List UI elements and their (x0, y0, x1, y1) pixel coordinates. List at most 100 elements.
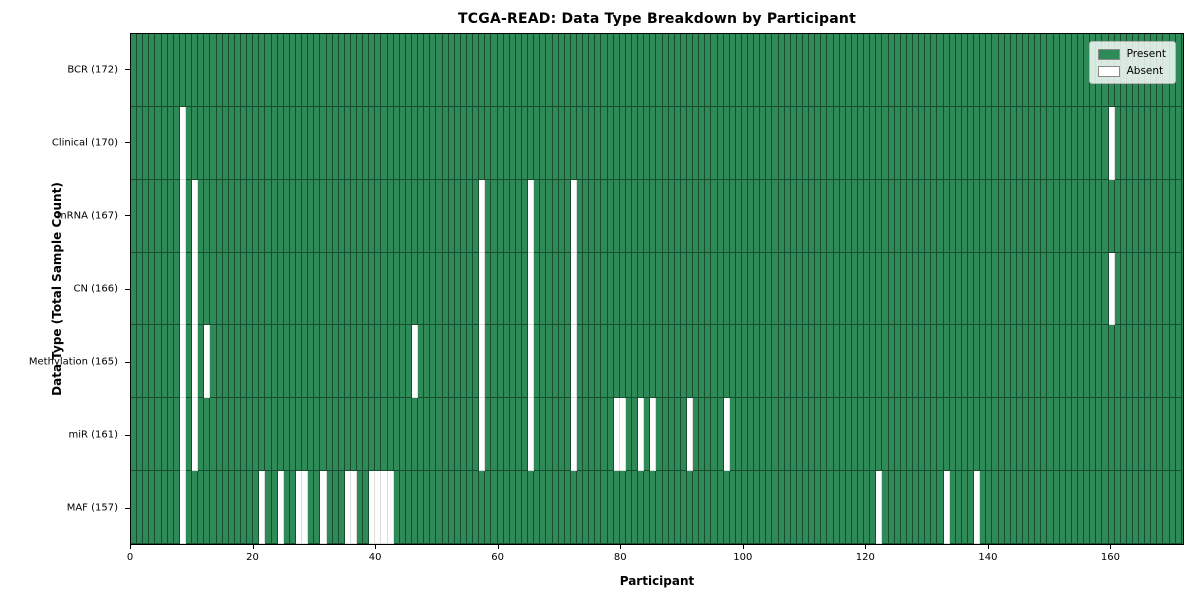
heatmap-column (1029, 34, 1036, 545)
heatmap-cell (815, 325, 822, 399)
heatmap-cell (198, 34, 205, 107)
heatmap-cell (601, 34, 608, 107)
heatmap-cell (741, 325, 749, 399)
heatmap-cell (631, 471, 639, 545)
heatmap-column (454, 34, 461, 545)
heatmap-cell (473, 106, 480, 180)
heatmap-cell (442, 325, 449, 399)
heatmap-column (925, 34, 932, 545)
heatmap-cell (754, 106, 761, 180)
heatmap-column (448, 34, 455, 545)
heatmap-cell (998, 106, 1005, 180)
heatmap-column (204, 34, 211, 545)
heatmap-column (766, 34, 773, 545)
heatmap-cell (943, 179, 950, 253)
heatmap-cell (418, 34, 425, 107)
heatmap-column (723, 34, 730, 545)
heatmap-cell (900, 179, 907, 253)
heatmap-cell (772, 252, 779, 326)
heatmap-cell (998, 325, 1005, 399)
heatmap-cell (1041, 325, 1048, 399)
heatmap-cell (833, 398, 840, 472)
heatmap-cell (192, 179, 199, 253)
heatmap-cell (473, 252, 480, 326)
heatmap-cell (558, 179, 565, 253)
heatmap-cell (357, 106, 364, 180)
heatmap-cell (204, 325, 211, 399)
heatmap-cell (350, 179, 358, 253)
heatmap-column (729, 34, 736, 545)
heatmap-cell (1145, 106, 1152, 180)
heatmap-cell (302, 398, 309, 472)
heatmap-cell (173, 252, 180, 326)
heatmap-column (717, 34, 724, 545)
heatmap-cell (888, 34, 895, 107)
heatmap-cell (741, 106, 749, 180)
heatmap-cell (332, 471, 339, 545)
heatmap-cell (1132, 252, 1140, 326)
heatmap-cell (253, 179, 260, 253)
heatmap-cell (350, 34, 358, 107)
heatmap-cell (277, 398, 284, 472)
heatmap-cell (858, 325, 865, 399)
heatmap-cell (332, 325, 339, 399)
heatmap-cell (674, 106, 681, 180)
heatmap-cell (986, 398, 993, 472)
heatmap-cell (699, 398, 706, 472)
heatmap-cell (240, 471, 248, 545)
heatmap-cell (650, 398, 657, 472)
heatmap-cell (234, 398, 241, 472)
heatmap-cell (1065, 34, 1072, 107)
heatmap-cell (240, 106, 248, 180)
heatmap-cell (650, 471, 657, 545)
heatmap-cell (479, 252, 486, 326)
heatmap-cell (839, 106, 846, 180)
heatmap-cell (1114, 252, 1121, 326)
heatmap-cell (576, 471, 584, 545)
heatmap-cell (644, 325, 651, 399)
heatmap-cell (1157, 106, 1164, 180)
heatmap-cell (314, 179, 321, 253)
heatmap-cell (515, 471, 522, 545)
legend: Present Absent (1088, 41, 1176, 84)
heatmap-cell (1157, 471, 1164, 545)
heatmap-cell (564, 34, 571, 107)
heatmap-cell (173, 106, 180, 180)
heatmap-cell (210, 106, 217, 180)
heatmap-cell (357, 471, 364, 545)
heatmap-column (1022, 34, 1030, 545)
heatmap-cell (558, 325, 565, 399)
heatmap-column (961, 34, 968, 545)
heatmap-cell (955, 471, 962, 545)
heatmap-column (283, 34, 290, 545)
heatmap-cell (479, 179, 486, 253)
heatmap-cell (167, 106, 174, 180)
heatmap-cell (131, 398, 138, 472)
heatmap-cell (619, 106, 626, 180)
heatmap-column (216, 34, 223, 545)
heatmap-cell (1065, 252, 1072, 326)
heatmap-cell (326, 325, 333, 399)
heatmap-cell (155, 34, 162, 107)
heatmap-cell (851, 179, 859, 253)
heatmap-cell (980, 398, 987, 472)
heatmap-cell (1004, 34, 1011, 107)
heatmap-cell (631, 252, 639, 326)
heatmap-cell (717, 34, 724, 107)
heatmap-cell (1084, 106, 1091, 180)
heatmap-cell (1016, 398, 1023, 472)
heatmap-cell (387, 34, 394, 107)
heatmap-cell (1084, 252, 1091, 326)
heatmap-cell (1145, 252, 1152, 326)
heatmap-cell (858, 106, 865, 180)
heatmap-cell (143, 325, 150, 399)
heatmap-cell (253, 252, 260, 326)
heatmap-cell (1169, 398, 1176, 472)
heatmap-cell (754, 398, 761, 472)
heatmap-cell (399, 471, 406, 545)
heatmap-cell (998, 179, 1005, 253)
heatmap-cell (705, 34, 712, 107)
heatmap-cell (1132, 471, 1140, 545)
heatmap-cell (430, 34, 437, 107)
heatmap-cell (1169, 471, 1176, 545)
